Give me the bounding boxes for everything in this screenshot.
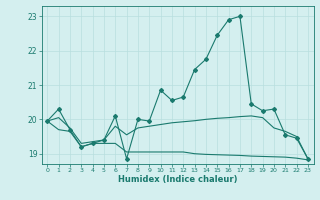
X-axis label: Humidex (Indice chaleur): Humidex (Indice chaleur) bbox=[118, 175, 237, 184]
